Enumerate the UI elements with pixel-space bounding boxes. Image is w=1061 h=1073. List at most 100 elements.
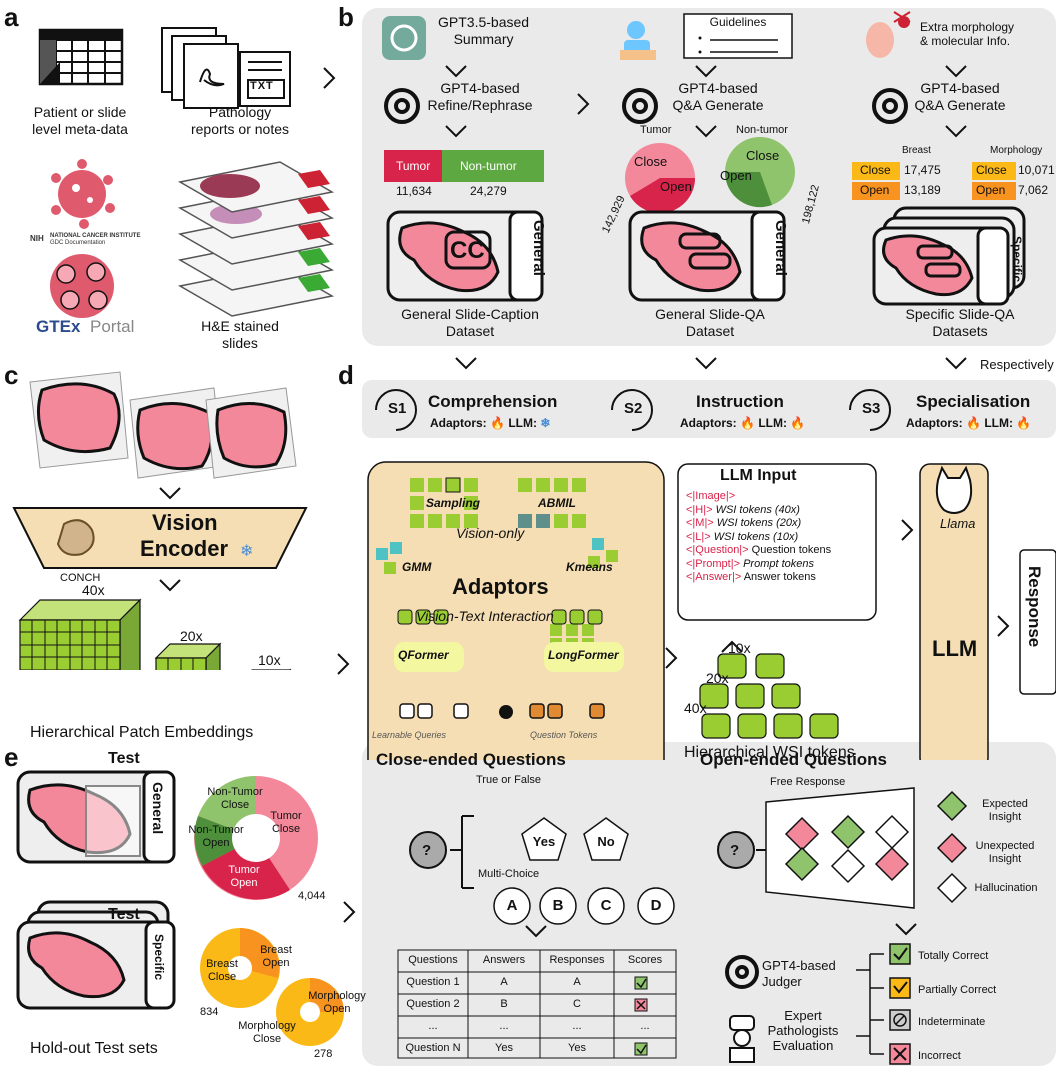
flame-icon: 🔥 xyxy=(740,416,755,430)
yes-pentagon xyxy=(521,817,567,861)
abmil-label: ABMIL xyxy=(538,496,576,510)
flame-icon: 🔥 xyxy=(790,416,806,430)
choice-d: D xyxy=(650,897,662,914)
partially-correct-icon xyxy=(889,977,911,999)
true-false-label: True or False xyxy=(476,774,542,786)
panel-d-graphics xyxy=(367,389,1056,760)
morph-open-value: 7,062 xyxy=(1018,183,1049,197)
bar-nontumor-label: Non-tumor xyxy=(460,159,517,173)
nci-label: NATIONAL CANCER INSTITUTE xyxy=(50,233,141,239)
breast-close-value: 17,475 xyxy=(904,163,941,177)
pie-label-nontumor-open: Non-Tumor Open xyxy=(188,824,244,849)
general-tag-2: General xyxy=(772,220,789,276)
longformer-box xyxy=(544,642,624,672)
extra-info-label: Extra morphology & molecular Info. xyxy=(920,20,1015,48)
judger-label: GPT4-based Judger xyxy=(762,958,836,989)
pie-total-4044: 4,044 xyxy=(298,890,326,902)
qa-generate-label-2: GPT4-based Q&A Generate xyxy=(914,80,1006,113)
totally-correct-icon xyxy=(889,943,911,965)
tok-10x: 10x xyxy=(728,640,751,656)
pie-tumor xyxy=(625,143,695,213)
tok-40x: 40x xyxy=(684,700,707,716)
breast-open-cell xyxy=(852,182,900,200)
pie-label-breast-open: Breast Open xyxy=(260,944,292,969)
cube-40x xyxy=(18,598,142,670)
no-label: No xyxy=(597,834,615,849)
vision-only-label: Vision-only xyxy=(456,525,525,541)
spreadsheet-icon xyxy=(38,28,124,86)
flame-icon: 🔥 xyxy=(490,416,505,430)
stage-s3: S3 xyxy=(862,400,881,417)
reports-label: Pathology reports or notes xyxy=(190,104,290,137)
caption-dataset-icon xyxy=(386,210,544,302)
nih-label: NIH xyxy=(30,234,44,243)
choice-a: A xyxy=(506,897,518,914)
openai-icon-3 xyxy=(872,88,908,124)
snowflake-icon: ❄ xyxy=(240,543,253,560)
multi-choice-label: Multi-Choice xyxy=(478,868,540,880)
table-cell: ... xyxy=(572,1020,582,1032)
guidelines-label: Guidelines xyxy=(709,15,767,29)
morphology-title: Morphology xyxy=(990,145,1043,156)
llm-label: LLM xyxy=(932,636,978,661)
unexpected-insight-label: Unexpected Insight xyxy=(975,840,1035,865)
table-cell: B xyxy=(500,998,508,1010)
openai-judger-icon xyxy=(725,955,759,989)
flame-icon: 🔥 xyxy=(1016,416,1032,430)
input-line: <|Question|> Question tokens xyxy=(686,544,832,556)
test-label-specific: Test xyxy=(108,906,140,923)
gdc-label: GDC Documentation xyxy=(50,240,106,246)
qa-dataset-icon xyxy=(628,210,786,302)
dataset-2-label: General Slide-QA Dataset xyxy=(655,306,765,339)
llm-input-box xyxy=(677,463,877,621)
table-cell: Question 2 xyxy=(406,998,460,1010)
question-circle xyxy=(409,831,447,869)
test-specific-icon xyxy=(16,900,176,1010)
expert-label: Expert Pathologists Evaluation xyxy=(767,1008,839,1053)
close-ended-title: Close-ended Questions xyxy=(376,750,566,769)
open-ended-title: Open-ended Questions xyxy=(700,750,888,769)
breast-open-value: 13,189 xyxy=(904,183,941,197)
panel-c-graphics: ❄ xyxy=(12,371,308,670)
s3-adaptors: Adaptors: 🔥 LLM: 🔥 xyxy=(906,416,1032,430)
panel-letter-c: c xyxy=(4,360,19,390)
panel-letter-d: d xyxy=(338,360,354,390)
panel-letter-a: a xyxy=(4,2,19,32)
response-box xyxy=(1019,549,1056,695)
pie-label-tumor-close: Tumor Close xyxy=(270,810,302,835)
mag-10x: 10x xyxy=(258,652,281,668)
nci-logo xyxy=(51,159,115,229)
question-mark: ? xyxy=(422,842,432,859)
llm-input-lines: <|Image|> <|H|> WSI tokens (40x) <|M|> W… xyxy=(686,490,831,585)
breast-close-label: Close xyxy=(860,163,891,177)
question-mark-open: ? xyxy=(730,842,740,859)
cross-icon xyxy=(634,998,648,1012)
expected-insight-label: Expected Insight xyxy=(982,798,1028,823)
pie-label-breast-close: Breast Close xyxy=(206,958,238,983)
pie-tumor-close: Close xyxy=(634,154,668,169)
bar-value-nontumor: 24,279 xyxy=(470,184,507,198)
check-icon xyxy=(634,1042,648,1056)
pie-label-morph-open: Morphology Open xyxy=(308,990,366,1015)
question-circle-open xyxy=(717,831,755,869)
breast-close-cell xyxy=(852,162,900,180)
response-label: Response xyxy=(1025,566,1044,648)
s2-adaptors: Adaptors: 🔥 LLM: 🔥 xyxy=(680,416,806,430)
pie-label-tumor-open: Tumor Open xyxy=(228,864,260,889)
openai-icon-2 xyxy=(622,88,658,124)
tumor-bar-chart xyxy=(384,150,544,182)
choice-c: C xyxy=(600,897,612,914)
pie-tumor-open: Open xyxy=(660,179,692,194)
s1-adaptors: Adaptors: 🔥 LLM: ❄ xyxy=(430,416,551,430)
morph-close-label: Close xyxy=(976,163,1007,177)
mag-20x: 20x xyxy=(180,628,203,644)
table-cell: C xyxy=(573,998,581,1010)
adaptors-title: Adaptors xyxy=(452,574,549,599)
guidelines-doc xyxy=(683,13,793,59)
incorrect-label: Incorrect xyxy=(918,1050,961,1062)
qformer-box xyxy=(394,642,464,672)
input-line: <|Image|> xyxy=(686,490,736,502)
doctor-icon xyxy=(620,21,656,60)
documents-icon xyxy=(161,27,291,109)
input-line: <|L|> WSI tokens (10x) xyxy=(686,530,799,543)
